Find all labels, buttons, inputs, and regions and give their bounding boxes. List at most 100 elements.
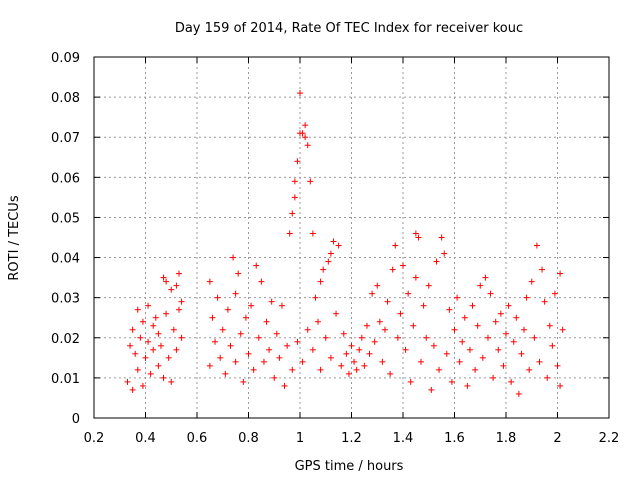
data-point (505, 302, 512, 309)
data-point (134, 306, 141, 313)
data-point (472, 366, 479, 373)
data-point (528, 278, 535, 285)
data-point (443, 350, 450, 357)
data-point (361, 362, 368, 369)
data-point (533, 242, 540, 249)
data-point (508, 378, 515, 385)
data-point (521, 326, 528, 333)
data-point (165, 354, 172, 361)
data-point (152, 314, 159, 321)
data-point (436, 366, 443, 373)
data-point (276, 354, 283, 361)
data-point (206, 278, 213, 285)
data-point (297, 90, 303, 97)
y-tick-label: 0.08 (51, 91, 80, 106)
data-point (345, 370, 352, 377)
data-point (327, 250, 334, 257)
data-point (124, 378, 131, 385)
data-point (454, 294, 461, 301)
data-point (351, 358, 358, 365)
data-point (374, 282, 381, 289)
data-point (155, 362, 162, 369)
data-point (348, 342, 355, 349)
data-point (340, 330, 347, 337)
data-point (333, 310, 340, 317)
data-point (441, 250, 448, 257)
data-point (175, 306, 182, 313)
data-point (127, 342, 134, 349)
data-point (129, 326, 136, 333)
data-point (477, 282, 484, 289)
data-point (482, 274, 489, 281)
data-point (451, 326, 458, 333)
data-point (253, 262, 260, 269)
y-tick-label: 0.04 (51, 252, 80, 267)
data-point (495, 346, 502, 353)
data-point (271, 374, 278, 381)
y-tick-label: 0.09 (51, 51, 80, 66)
data-point (227, 342, 234, 349)
data-point (327, 354, 334, 361)
data-point (278, 302, 285, 309)
data-point (255, 334, 262, 341)
data-point (487, 290, 494, 297)
data-point (260, 358, 267, 365)
data-point (394, 334, 401, 341)
data-point (366, 350, 373, 357)
data-point (531, 334, 538, 341)
data-point (147, 370, 154, 377)
data-point (407, 378, 414, 385)
data-point (291, 178, 298, 185)
data-point (544, 374, 551, 381)
data-point (309, 230, 316, 237)
x-tick-label: 1.8 (496, 431, 517, 446)
x-tick-label: 1 (296, 431, 304, 446)
data-point (212, 338, 219, 345)
data-point (206, 362, 213, 369)
data-point (469, 302, 476, 309)
data-point (448, 378, 455, 385)
data-point (139, 318, 146, 325)
data-point (170, 326, 177, 333)
data-point (178, 334, 185, 341)
data-point (173, 346, 180, 353)
data-point (551, 290, 558, 297)
data-point (312, 294, 319, 301)
data-point (459, 338, 466, 345)
data-point (536, 358, 543, 365)
data-point (415, 234, 422, 241)
x-tick-label: 0.8 (238, 431, 259, 446)
data-point (258, 278, 265, 285)
data-point (500, 362, 507, 369)
data-point (466, 346, 473, 353)
data-point (315, 318, 322, 325)
y-tick-label: 0.06 (51, 171, 80, 186)
data-point (294, 158, 301, 165)
data-point (356, 346, 363, 353)
data-point (145, 302, 152, 309)
x-tick-label: 0.2 (84, 431, 105, 446)
data-point (456, 358, 463, 365)
data-point (173, 282, 180, 289)
data-point (232, 290, 239, 297)
data-point (237, 330, 244, 337)
data-point (291, 194, 298, 201)
data-point (155, 330, 162, 337)
data-point (369, 290, 376, 297)
data-point (129, 386, 136, 393)
data-point (178, 298, 185, 305)
data-point (322, 334, 329, 341)
data-point (150, 346, 157, 353)
data-point (518, 350, 525, 357)
data-point (299, 130, 306, 137)
data-point (160, 274, 167, 281)
data-point (224, 306, 231, 313)
data-point (168, 286, 175, 293)
data-point (510, 338, 517, 345)
y-tick-label: 0.03 (51, 292, 80, 307)
data-point (363, 322, 370, 329)
data-point (418, 358, 425, 365)
data-point (263, 318, 270, 325)
x-axis-label: GPS time / hours (295, 459, 404, 474)
data-point (273, 330, 280, 337)
